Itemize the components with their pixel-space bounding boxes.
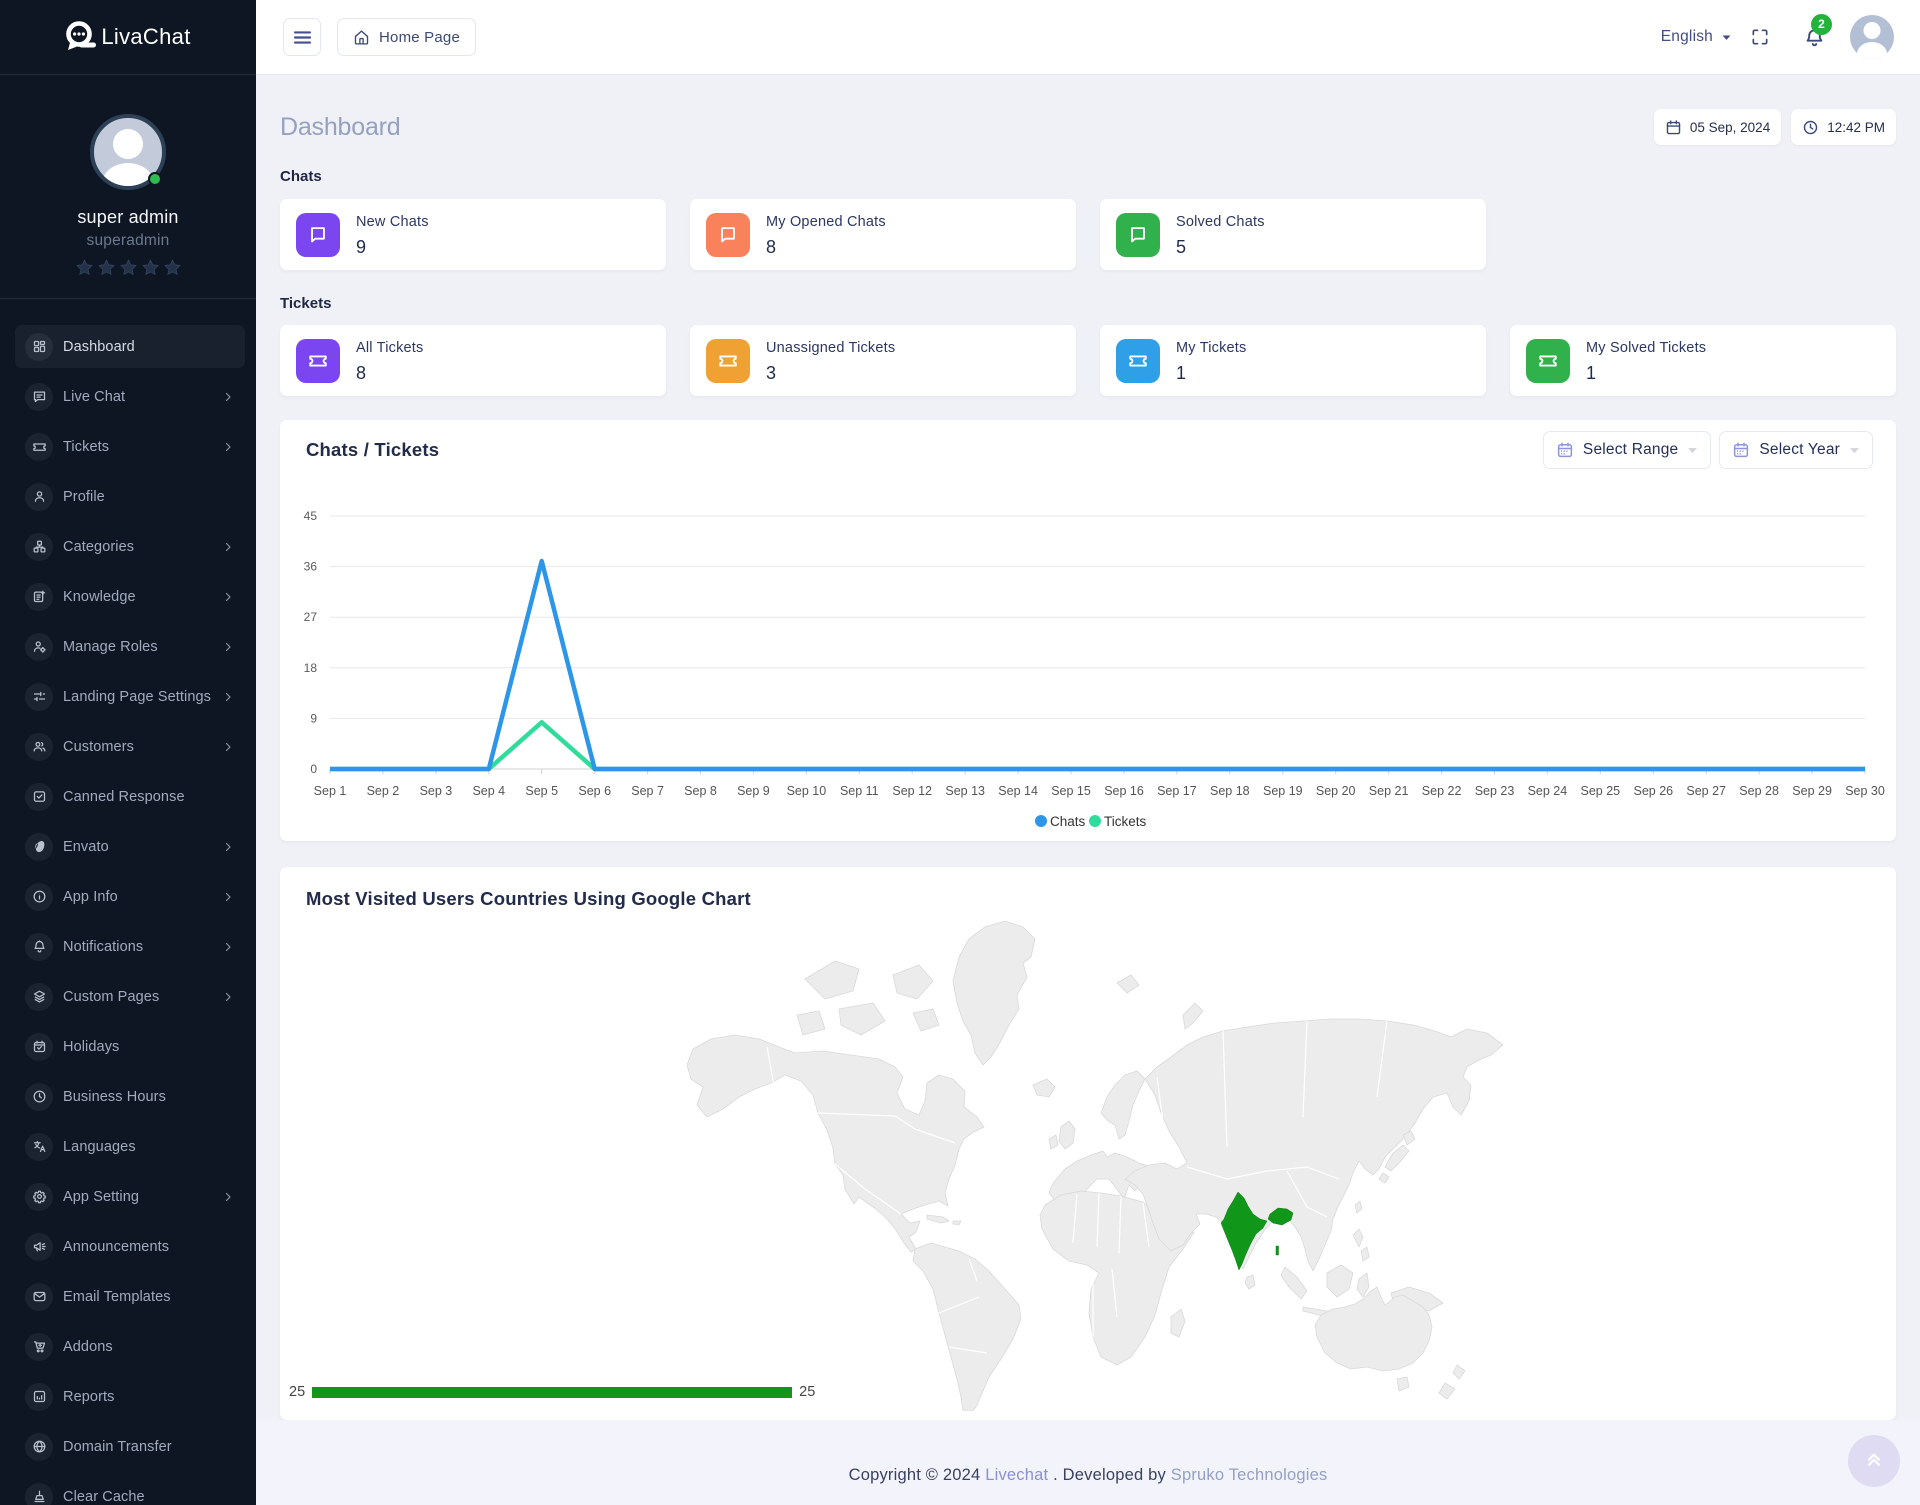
- svg-text:Sep 18: Sep 18: [1210, 784, 1250, 798]
- svg-text:Sep 12: Sep 12: [892, 784, 932, 798]
- svg-text:36: 36: [304, 560, 318, 574]
- svg-text:Sep 26: Sep 26: [1633, 784, 1673, 798]
- svg-text:Sep 22: Sep 22: [1422, 784, 1462, 798]
- svg-text:Sep 30: Sep 30: [1845, 784, 1885, 798]
- svg-text:Sep 1: Sep 1: [314, 784, 347, 798]
- svg-text:Sep 4: Sep 4: [472, 784, 505, 798]
- svg-text:45: 45: [304, 509, 318, 523]
- svg-text:Sep 3: Sep 3: [420, 784, 453, 798]
- svg-text:Sep 5: Sep 5: [525, 784, 558, 798]
- svg-text:Sep 14: Sep 14: [998, 784, 1038, 798]
- svg-text:Sep 10: Sep 10: [787, 784, 827, 798]
- svg-text:Sep 28: Sep 28: [1739, 784, 1779, 798]
- svg-text:Sep 24: Sep 24: [1528, 784, 1568, 798]
- svg-text:Sep 17: Sep 17: [1157, 784, 1197, 798]
- svg-text:18: 18: [304, 661, 318, 675]
- svg-text:Tickets: Tickets: [1104, 814, 1147, 829]
- svg-text:Chats: Chats: [1050, 814, 1086, 829]
- svg-text:9: 9: [310, 711, 317, 725]
- svg-text:Sep 23: Sep 23: [1475, 784, 1515, 798]
- svg-text:Sep 20: Sep 20: [1316, 784, 1356, 798]
- svg-text:Sep 27: Sep 27: [1686, 784, 1726, 798]
- svg-text:Sep 19: Sep 19: [1263, 784, 1303, 798]
- svg-text:Sep 13: Sep 13: [945, 784, 985, 798]
- svg-text:0: 0: [310, 762, 317, 776]
- svg-text:Sep 11: Sep 11: [840, 784, 879, 798]
- svg-text:27: 27: [304, 610, 318, 624]
- svg-text:Sep 9: Sep 9: [737, 784, 770, 798]
- svg-text:Sep 21: Sep 21: [1369, 784, 1409, 798]
- svg-text:Sep 15: Sep 15: [1051, 784, 1091, 798]
- svg-text:Sep 6: Sep 6: [578, 784, 611, 798]
- svg-text:Sep 7: Sep 7: [631, 784, 664, 798]
- svg-text:Sep 29: Sep 29: [1792, 784, 1832, 798]
- svg-text:Sep 8: Sep 8: [684, 784, 717, 798]
- svg-text:Sep 25: Sep 25: [1580, 784, 1620, 798]
- svg-text:Sep 2: Sep 2: [367, 784, 400, 798]
- svg-text:Sep 16: Sep 16: [1104, 784, 1144, 798]
